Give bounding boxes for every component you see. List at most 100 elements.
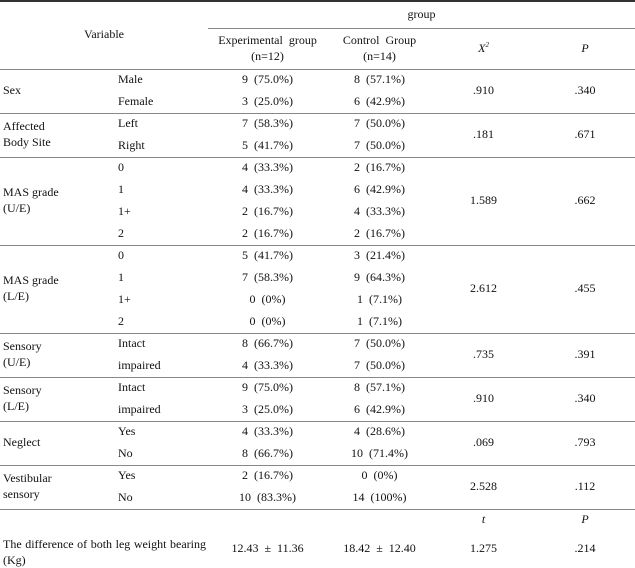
variable-label: Affected Body Site	[0, 112, 116, 157]
table-row: Vestibular sensory Yes 2 (16.7%) 0 (0%) 2.52…	[0, 464, 635, 509]
control-value: 1 (7.1%)	[357, 292, 403, 307]
level-label: Male	[116, 68, 209, 91]
header-row-2: Experimental group (n=12) Control Group …	[0, 28, 635, 69]
experimental-value: 9 (75.0%)	[208, 376, 328, 399]
level-label: 1+	[118, 204, 131, 219]
chi-square-value: 1.589	[432, 156, 536, 245]
chi-square-value: .910	[432, 376, 536, 421]
variable-label: MAS grade (L/E)	[0, 244, 116, 333]
experimental-label: Experimental group	[218, 32, 317, 47]
table-row: MAS grade (U/E) 0 4 (33.3%) 2 (16.7%) 1.589.…	[0, 156, 635, 245]
level-label: 2	[118, 313, 124, 328]
experimental-value: 7 (58.3%)	[242, 270, 294, 285]
level-label: 2	[118, 225, 124, 240]
table-row: Sensory (U/E) Intact 8 (66.7%) 7 (50.0%) .73…	[0, 332, 635, 377]
level-label: 1	[118, 270, 124, 285]
table-row: Sex Male 9 (75.0%) 8 (57.1%) .910.340	[0, 68, 635, 113]
table-row: impaired 4 (33.3%) 7 (50.0%)	[0, 355, 635, 377]
control-value: 4 (28.6%)	[327, 420, 433, 443]
experimental-header: Experimental group (n=12)	[208, 28, 327, 69]
control-mean-sd: 18.42 ± 12.40	[343, 541, 416, 555]
table-row: 2 0 (0%) 1 (7.1%)	[0, 311, 635, 333]
level-label: No	[118, 489, 133, 504]
experimental-value: 7 (58.3%)	[208, 112, 328, 135]
control-value: 7 (50.0%)	[354, 137, 406, 152]
experimental-value: 3 (25.0%)	[242, 401, 294, 416]
level-label: 1+	[118, 292, 131, 307]
chi-square-value: .181	[432, 112, 536, 157]
control-value: 6 (42.9%)	[354, 182, 406, 197]
chi-square-value: 2.612	[432, 244, 536, 333]
chi-square-symbol: X	[478, 40, 486, 55]
p-value: .340	[535, 376, 635, 421]
level-label: impaired	[118, 357, 161, 372]
level-label: Right	[118, 137, 145, 152]
table-row: 2 2 (16.7%) 2 (16.7%)	[0, 223, 635, 245]
experimental-value: 8 (66.7%)	[242, 445, 294, 460]
control-value: 3 (21.4%)	[327, 244, 433, 267]
p-value: .662	[535, 156, 635, 245]
experimental-value: 4 (33.3%)	[242, 182, 294, 197]
weight-bearing-label: The difference of both leg weight bearin…	[3, 537, 207, 567]
variable-label: MAS grade (U/E)	[0, 156, 116, 245]
control-value: 8 (57.1%)	[327, 68, 433, 91]
experimental-value: 4 (33.3%)	[242, 357, 294, 372]
experimental-value: 9 (75.0%)	[208, 68, 328, 91]
experimental-value: 2 (16.7%)	[242, 225, 294, 240]
table-row: Affected Body Site Left 7 (58.3%) 7 (50.0%)…	[0, 112, 635, 157]
p-value: .455	[535, 244, 635, 333]
chi-square-header: X2	[432, 28, 535, 69]
variable-label: Sensory (U/E)	[0, 332, 116, 377]
control-value: 6 (42.9%)	[354, 93, 406, 108]
table-row: 1 4 (33.3%) 6 (42.9%)	[0, 179, 635, 201]
experimental-value: 5 (41.7%)	[208, 244, 328, 267]
chi-square-exponent: 2	[485, 40, 489, 49]
p-value: .112	[535, 464, 635, 509]
chi-square-value: .735	[432, 332, 536, 377]
group-header: group	[208, 0, 635, 29]
experimental-value: 10 (83.3%)	[239, 489, 297, 504]
p-header: P	[535, 508, 635, 531]
chi-square-value: .069	[432, 420, 536, 465]
table-row: No 8 (66.7%) 10 (71.4%)	[0, 443, 635, 465]
control-value: 6 (42.9%)	[354, 401, 406, 416]
table-row: MAS grade (L/E) 0 5 (41.7%) 3 (21.4%) 2.612.…	[0, 244, 635, 333]
experimental-value: 2 (16.7%)	[242, 204, 294, 219]
level-label: impaired	[118, 401, 161, 416]
chi-square-value: .910	[432, 68, 536, 113]
control-value: 8 (57.1%)	[327, 376, 433, 399]
p-value: .214	[574, 541, 596, 555]
experimental-value: 2 (16.7%)	[208, 464, 328, 487]
control-header: Control Group (n=14)	[327, 28, 432, 69]
t-header: t	[432, 508, 536, 531]
experimental-value: 5 (41.7%)	[242, 137, 294, 152]
variable-label: Neglect	[0, 420, 116, 465]
table-row: Right 5 (41.7%) 7 (50.0%)	[0, 135, 635, 157]
table-row: No 10 (83.3%) 14 (100%)	[0, 487, 635, 509]
level-label: Intact	[116, 376, 209, 399]
control-value: 7 (50.0%)	[354, 357, 406, 372]
level-label: 0	[116, 244, 209, 267]
experimental-value: 0 (0%)	[249, 313, 286, 328]
table-row: Sensory (L/E) Intact 9 (75.0%) 8 (57.1%) .91…	[0, 376, 635, 421]
variable-label: Sensory (L/E)	[0, 376, 116, 421]
level-label: 0	[116, 156, 209, 179]
level-label: Female	[118, 93, 154, 108]
p-value: .391	[535, 332, 635, 377]
experimental-value: 0 (0%)	[249, 292, 286, 307]
control-value: 2 (16.7%)	[354, 225, 406, 240]
level-label: Left	[116, 112, 209, 135]
table-row: The difference of both leg weight bearin…	[0, 531, 635, 568]
control-value: 14 (100%)	[352, 489, 407, 504]
table-row: Female 3 (25.0%) 6 (42.9%)	[0, 91, 635, 113]
control-value: 10 (71.4%)	[351, 445, 409, 460]
experimental-value: 4 (33.3%)	[208, 420, 328, 443]
p-value: .793	[535, 420, 635, 465]
p-header: P	[581, 40, 589, 55]
table-row: impaired 3 (25.0%) 6 (42.9%)	[0, 399, 635, 421]
control-value: 7 (50.0%)	[327, 332, 433, 355]
level-label: 1	[118, 182, 124, 197]
experimental-value: 4 (33.3%)	[208, 156, 328, 179]
